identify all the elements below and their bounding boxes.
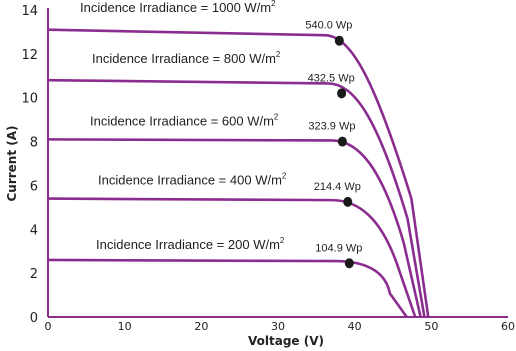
series-curves — [47, 28, 430, 318]
irradiance-label-superscript: 2 — [282, 172, 287, 181]
x-tick-labels: 0 10 20 30 40 50 60 — [45, 320, 516, 333]
y-tick-label: 4 — [30, 223, 38, 238]
x-tick-label: 20 — [194, 320, 208, 333]
irradiance-label: Incidence Irradiance = 800 W/m2 — [92, 50, 281, 66]
y-tick-label: 14 — [21, 4, 38, 19]
irradiance-label: Incidence Irradiance = 1000 W/m2 — [80, 0, 276, 15]
x-tick-label: 40 — [348, 320, 362, 333]
irradiance-label: Incidence Irradiance = 200 W/m2 — [96, 236, 285, 252]
max-power-label: 214.4 Wp — [314, 181, 361, 193]
irradiance-label-value: 400 W/m — [230, 173, 282, 188]
irradiance-label-superscript: 2 — [276, 50, 281, 59]
irradiance-label-prefix: Incidence Irradiance = — [80, 0, 212, 15]
y-tick-label: 0 — [30, 311, 38, 326]
max-power-label: 104.9 Wp — [315, 242, 362, 254]
max-power-label: 323.9 Wp — [308, 121, 355, 133]
x-tick-label: 50 — [424, 320, 438, 333]
iv-curve-line — [47, 258, 408, 318]
irradiance-label-prefix: Incidence Irradiance = — [96, 237, 228, 252]
x-tick-label: 60 — [501, 320, 515, 333]
irradiance-label-value: 600 W/m — [222, 113, 274, 128]
irradiance-label-prefix: Incidence Irradiance = — [92, 51, 224, 66]
irradiance-label: Incidence Irradiance = 400 W/m2 — [98, 172, 287, 188]
irradiance-label: Incidence Irradiance = 600 W/m2 — [90, 112, 279, 128]
iv-curve-line — [47, 197, 417, 318]
y-tick-label: 10 — [21, 92, 38, 107]
irradiance-label-prefix: Incidence Irradiance = — [90, 113, 222, 128]
x-tick-label: 30 — [271, 320, 285, 333]
y-axis-title: Current (A) — [5, 125, 19, 201]
max-power-point-marker — [343, 196, 353, 207]
x-axis-title: Voltage (V) — [248, 334, 324, 348]
irradiance-label-value: 800 W/m — [224, 51, 276, 66]
irradiance-label-superscript: 2 — [274, 112, 279, 121]
y-tick-label: 12 — [21, 48, 38, 63]
iv-curve-line — [47, 78, 426, 318]
y-tick-label: 8 — [30, 136, 38, 151]
irradiance-label-superscript: 2 — [271, 0, 276, 8]
max-power-point-marker — [337, 88, 347, 99]
irradiance-label-superscript: 2 — [280, 236, 285, 245]
x-tick-label: 10 — [118, 320, 132, 333]
y-tick-label: 6 — [30, 179, 38, 194]
irradiance-label-value: 1000 W/m — [212, 0, 271, 15]
max-power-point-marker — [337, 136, 347, 147]
y-tick-label: 2 — [30, 267, 38, 282]
y-tick-labels: 0 2 4 6 8 10 12 14 — [21, 4, 38, 326]
iv-curve-line — [47, 28, 430, 318]
axes — [47, 8, 508, 318]
max-power-point-marker — [334, 35, 344, 46]
irradiance-label-prefix: Incidence Irradiance = — [98, 173, 230, 188]
max-power-label: 432.5 Wp — [308, 72, 355, 84]
irradiance-label-value: 200 W/m — [228, 237, 280, 252]
max-power-label: 540.0 Wp — [305, 20, 352, 32]
max-power-point-marker — [344, 258, 354, 269]
x-tick-label: 0 — [45, 320, 52, 333]
iv-curve-line — [47, 138, 422, 318]
